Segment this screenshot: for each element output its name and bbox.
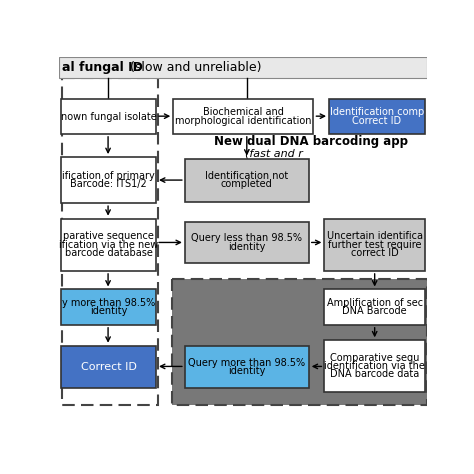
Text: Amplification of sec: Amplification of sec [327, 298, 423, 308]
Text: Uncertain identifica: Uncertain identifica [327, 231, 423, 241]
Text: Comparative sequ: Comparative sequ [330, 353, 419, 363]
Text: ification of primary: ification of primary [62, 171, 155, 181]
Text: identity: identity [90, 306, 127, 316]
Bar [329, 99, 425, 134]
Bar [185, 158, 309, 201]
Text: DNA Barcode: DNA Barcode [342, 306, 407, 316]
Text: al fungal ID: al fungal ID [63, 61, 143, 74]
Text: Correct ID: Correct ID [353, 116, 401, 126]
Text: Barcode: ITS1/2: Barcode: ITS1/2 [70, 179, 147, 189]
Bar [173, 99, 313, 134]
Text: completed: completed [221, 179, 273, 189]
Bar [61, 219, 156, 271]
Text: New dual DNA barcoding app: New dual DNA barcoding app [214, 135, 408, 148]
Text: y more than 98.5%: y more than 98.5% [62, 298, 155, 308]
Text: Query more than 98.5%: Query more than 98.5% [188, 357, 305, 368]
Text: Identification comp: Identification comp [330, 108, 424, 118]
Bar [59, 57, 427, 78]
Text: further test require: further test require [328, 240, 421, 250]
Text: (fast and r: (fast and r [245, 148, 303, 158]
Bar [324, 219, 425, 271]
Text: identity: identity [228, 366, 265, 376]
Text: identity: identity [228, 242, 265, 252]
Text: (slow and unreliable): (slow and unreliable) [126, 61, 261, 74]
Bar [324, 290, 425, 325]
Bar [185, 346, 309, 388]
Text: morphological identification: morphological identification [175, 116, 311, 126]
Bar [172, 279, 427, 405]
Text: Identification not: Identification not [205, 171, 288, 181]
Text: Correct ID: Correct ID [81, 362, 137, 372]
Bar [324, 340, 425, 392]
Bar [62, 78, 158, 405]
Text: Biochemical and: Biochemical and [203, 108, 284, 118]
Text: nown fungal isolate: nown fungal isolate [61, 111, 156, 121]
Bar [61, 290, 156, 325]
Text: correct ID: correct ID [351, 248, 399, 258]
Text: ification via the new: ification via the new [59, 240, 158, 250]
Bar [61, 99, 156, 134]
Text: parative sequence: parative sequence [63, 231, 154, 241]
Text: DNA barcode data: DNA barcode data [330, 369, 419, 379]
Text: barcode database: barcode database [64, 248, 153, 258]
Text: Query less than 98.5%: Query less than 98.5% [191, 233, 302, 243]
Bar [61, 346, 156, 388]
Bar [61, 157, 156, 203]
Bar [185, 222, 309, 263]
Text: identification via the: identification via the [324, 361, 425, 371]
